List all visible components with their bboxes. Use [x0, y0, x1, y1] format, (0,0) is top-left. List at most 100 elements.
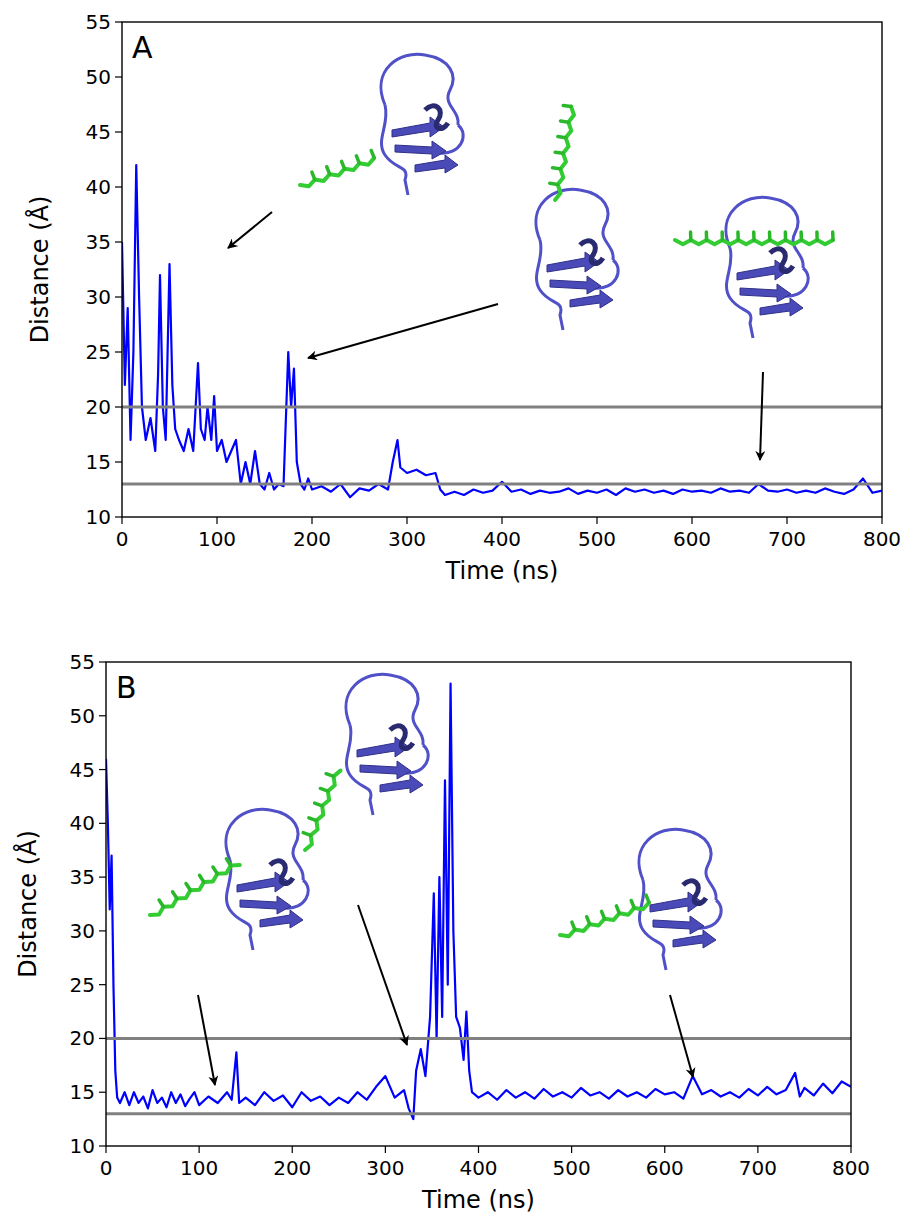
protein-helix [270, 861, 293, 884]
y-tick-label: 50 [70, 704, 95, 728]
y-tick-label: 10 [86, 505, 111, 529]
protein-cartoon [346, 674, 428, 815]
protein-cartoon [726, 197, 808, 338]
ligand-branch [616, 906, 619, 913]
ligand-branch [689, 232, 693, 240]
ligand-branch [815, 232, 819, 240]
ligand-chain [300, 158, 374, 186]
y-tick [99, 877, 106, 878]
panel-1: 1015202530354045505501002003004005006007… [13, 650, 870, 1214]
plot-frame [106, 662, 851, 1146]
x-tick [105, 1146, 106, 1153]
ligand-chain [305, 771, 341, 850]
x-tick-label: 300 [388, 527, 426, 551]
protein-loop [536, 189, 613, 260]
ligand-branch [720, 232, 724, 240]
figure: 1015202530354045505501002003004005006007… [0, 0, 911, 1224]
beta-strand [740, 284, 791, 302]
protein-loop [639, 829, 716, 900]
x-axis-title: Time (ns) [445, 557, 559, 585]
y-tick-label: 45 [70, 758, 95, 782]
y-tick-label: 20 [86, 395, 111, 419]
panel-0: 1015202530354045505501002003004005006007… [25, 10, 901, 585]
ligand-branch [646, 895, 649, 902]
x-tick [121, 517, 122, 524]
reference-line [122, 406, 882, 409]
ligand-branch [831, 232, 835, 240]
ligand [560, 895, 649, 936]
y-tick-label: 55 [70, 650, 95, 674]
y-tick-label: 50 [86, 65, 111, 89]
y-tick-label: 40 [86, 175, 111, 199]
pointer-arrow [228, 212, 272, 248]
pointer-arrow [760, 372, 763, 460]
ligand-branch [173, 892, 177, 899]
ligand-branch [587, 917, 590, 924]
ligand [150, 859, 240, 915]
ligand-branch [315, 803, 323, 806]
ligand-branch [312, 172, 315, 179]
y-tick-label: 55 [86, 10, 111, 34]
beta-strand [380, 775, 423, 793]
x-tick [596, 517, 597, 524]
ligand [303, 771, 340, 850]
beta-strand [653, 916, 704, 934]
x-tick [292, 1146, 293, 1153]
beta-strand [760, 298, 803, 316]
ligand-branch [558, 137, 566, 138]
y-tick [115, 406, 122, 407]
ligand-branch [186, 884, 190, 891]
y-tick [115, 241, 122, 242]
y-tick [99, 984, 106, 985]
reference-line [106, 1037, 851, 1040]
y-tick [99, 823, 106, 824]
x-tick [478, 1146, 479, 1153]
ligand-branch [550, 183, 558, 184]
protein-cartoon [381, 54, 463, 195]
distance-line [106, 684, 851, 1120]
protein-loop [226, 809, 303, 880]
y-tick [99, 769, 106, 770]
pointer-arrow [308, 304, 498, 358]
plot-area [122, 165, 882, 497]
x-tick-label: 200 [293, 527, 331, 551]
ligand-branch [555, 152, 563, 153]
y-tick-label: 25 [86, 340, 111, 364]
ligand-branch [356, 156, 359, 163]
ligand-branch [705, 232, 709, 240]
x-tick-label: 400 [459, 1156, 497, 1180]
y-tick [115, 516, 122, 517]
x-tick [311, 517, 312, 524]
beta-strand [240, 896, 291, 914]
ligand-branch [572, 922, 575, 929]
y-tick [99, 715, 106, 716]
y-tick [99, 1038, 106, 1039]
y-axis-title: Distance (Å) [25, 196, 54, 344]
beta-strand [395, 141, 446, 159]
y-tick [115, 461, 122, 462]
y-tick-label: 15 [70, 1080, 95, 1104]
ligand-branch [371, 150, 374, 157]
plot-area [106, 684, 851, 1120]
y-tick-label: 40 [70, 811, 95, 835]
y-tick-label: 35 [70, 865, 95, 889]
x-tick [664, 1146, 665, 1153]
x-tick-label: 700 [739, 1156, 777, 1180]
reference-line [106, 1112, 851, 1115]
x-tick [757, 1146, 758, 1153]
y-tick-label: 35 [86, 230, 111, 254]
x-tick-label: 600 [673, 527, 711, 551]
beta-strand [550, 276, 601, 294]
x-tick [691, 517, 692, 524]
beta-strand [673, 930, 716, 948]
ligand-branch [326, 774, 334, 777]
y-tick-label: 15 [86, 450, 111, 474]
x-tick [850, 1146, 851, 1153]
x-tick [216, 517, 217, 524]
reference-line [122, 483, 882, 486]
ligand-branch [226, 859, 230, 866]
x-tick [786, 517, 787, 524]
x-tick [571, 1146, 572, 1153]
x-tick-label: 600 [646, 1156, 684, 1180]
x-tick [385, 1146, 386, 1153]
